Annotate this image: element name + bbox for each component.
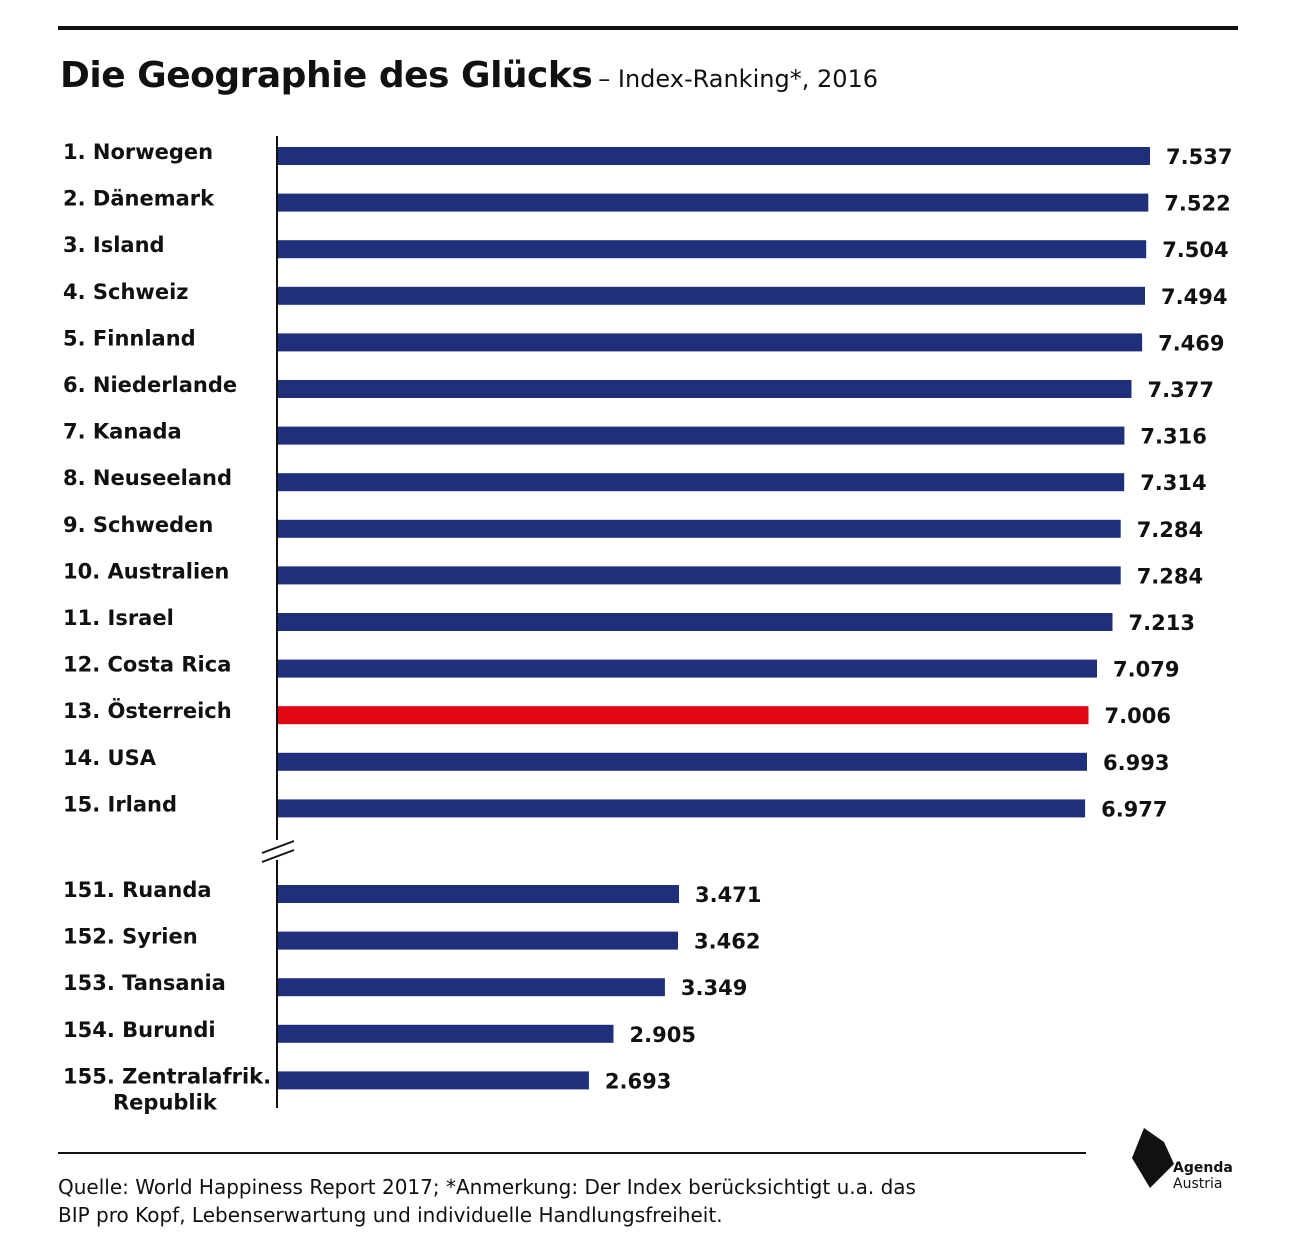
category-label: 4. Schweiz [63, 280, 189, 304]
value-label: 7.314 [1140, 471, 1206, 495]
bar [277, 286, 1145, 305]
category-label: 3. Island [63, 233, 165, 257]
value-label: 3.349 [681, 976, 747, 1000]
value-label: 7.469 [1158, 331, 1224, 355]
chart-header: Die Geographie des Glücks – Index-Ranking… [60, 55, 878, 96]
value-label: 3.462 [694, 930, 760, 954]
bar [277, 333, 1143, 352]
category-label: 153. Tansania [63, 971, 226, 995]
bar [277, 473, 1125, 492]
bar [277, 240, 1147, 259]
category-label: 10. Australien [63, 559, 229, 583]
bar [277, 659, 1097, 678]
value-label: 7.377 [1148, 378, 1214, 402]
category-label: 155. Zentralafrik. Republik [63, 1064, 271, 1114]
bar [277, 799, 1086, 818]
agenda-austria-logo: Agenda Austria [1130, 1126, 1240, 1198]
value-label: 7.522 [1164, 192, 1230, 216]
bar [277, 613, 1113, 631]
value-label: 6.977 [1101, 797, 1167, 821]
category-label: 2. Dänemark [63, 187, 215, 211]
value-label: 7.213 [1129, 611, 1195, 635]
value-label: 7.504 [1162, 238, 1228, 262]
logo-line-1: Agenda [1173, 1160, 1233, 1176]
category-label: 152. Syrien [63, 925, 198, 949]
value-label: 7.316 [1140, 425, 1206, 449]
footnote-line-1: Quelle: World Happiness Report 2017; *An… [58, 1175, 916, 1199]
bar [277, 566, 1121, 585]
value-label: 3.471 [695, 883, 761, 907]
value-label: 2.905 [630, 1023, 696, 1047]
bar [277, 426, 1125, 445]
value-label: 6.993 [1103, 751, 1169, 775]
bar [277, 978, 665, 997]
top-rule [58, 26, 1238, 30]
category-label: 5. Finnland [63, 326, 196, 350]
category-label: 6. Niederlande [63, 373, 237, 397]
category-label: 11. Israel [63, 606, 174, 630]
value-label: 2.693 [605, 1069, 671, 1093]
axis-break-mark [261, 840, 295, 854]
category-label: 13. Österreich [63, 698, 232, 723]
category-label: 1. Norwegen [63, 140, 213, 164]
bar [277, 1024, 614, 1043]
bar [277, 1071, 589, 1090]
category-label: 8. Neuseeland [63, 466, 232, 490]
value-label: 7.537 [1166, 145, 1232, 169]
bar [277, 193, 1149, 212]
value-label: 7.494 [1161, 285, 1227, 309]
category-label: 15. Irland [63, 792, 177, 816]
category-label: 154. Burundi [63, 1018, 216, 1042]
axis-break-mark [261, 849, 295, 863]
bar [277, 519, 1121, 538]
value-label: 7.079 [1113, 658, 1179, 682]
bar [277, 380, 1132, 398]
category-label: 14. USA [63, 746, 157, 770]
bar [277, 931, 678, 950]
bar [277, 752, 1087, 771]
bar [277, 706, 1089, 725]
category-label: 9. Schweden [63, 513, 213, 537]
footnote-line-2: BIP pro Kopf, Lebenserwartung und indivi… [58, 1203, 723, 1227]
bar [277, 885, 679, 903]
value-label: 7.006 [1105, 704, 1171, 728]
value-label: 7.284 [1137, 564, 1203, 588]
category-label: 7. Kanada [63, 420, 182, 444]
bottom-rule [58, 1152, 1086, 1154]
logo-mark-icon [1132, 1128, 1174, 1188]
footnote: Quelle: World Happiness Report 2017; *An… [58, 1173, 1068, 1229]
chart-title: Die Geographie des Glücks [60, 55, 593, 96]
logo-line-2: Austria [1173, 1176, 1223, 1192]
category-label: 151. Ruanda [63, 878, 212, 902]
category-label: 12. Costa Rica [63, 653, 231, 677]
value-label: 7.284 [1137, 518, 1203, 542]
chart-subtitle: – Index-Ranking*, 2016 [598, 65, 879, 93]
bar [277, 147, 1150, 165]
